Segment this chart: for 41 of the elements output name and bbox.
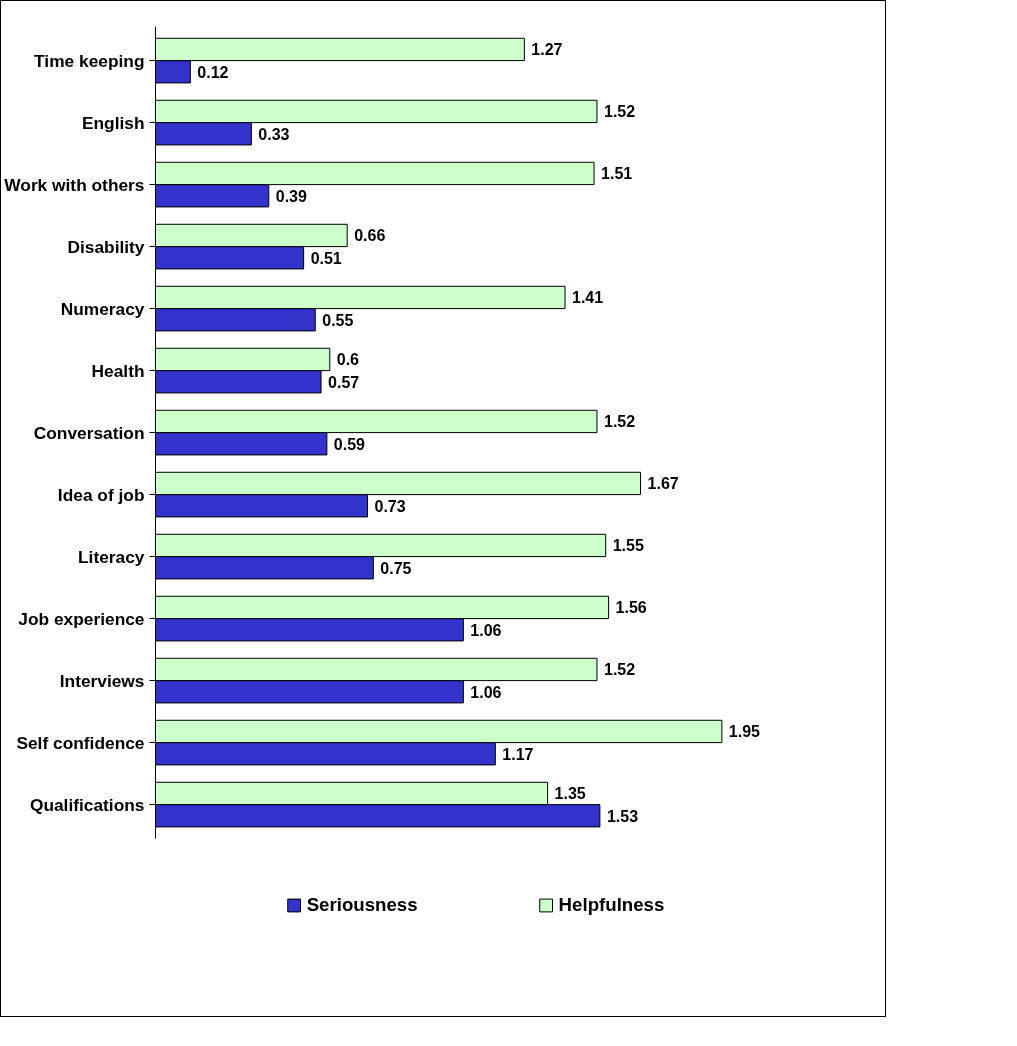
data-label: 1.55 (612, 537, 644, 555)
data-label: 1.41 (572, 289, 604, 307)
y-tick-label: Literacy (78, 546, 145, 567)
data-label: 1.67 (647, 475, 679, 493)
y-tick-label: Time keeping (34, 50, 145, 71)
data-label: 0.51 (310, 249, 342, 267)
y-tick-label: Idea of job (57, 484, 145, 505)
data-label: 0.57 (328, 373, 360, 391)
y-tick-label: Health (91, 360, 145, 381)
y-tick-label: Work with others (4, 174, 145, 195)
data-label: 1.95 (728, 723, 761, 741)
y-tick-label: Qualifications (29, 794, 145, 815)
data-label: 0.66 (354, 227, 386, 245)
data-label: 1.56 (615, 599, 647, 617)
legend-label: Seriousness (306, 894, 418, 916)
data-label: 0.12 (197, 63, 229, 81)
data-label: 0.33 (258, 125, 290, 143)
data-label: 0.55 (322, 311, 354, 329)
data-label: 1.53 (606, 807, 639, 825)
y-tick-label: Job experience (18, 608, 145, 629)
data-label: 1.35 (554, 785, 586, 803)
data-label: 1.06 (470, 683, 502, 701)
y-tick-label: Numeracy (60, 298, 145, 319)
y-tick-label: Interviews (59, 670, 145, 691)
data-label: 1.06 (470, 621, 502, 639)
y-tick-label: English (81, 112, 145, 133)
data-label: 1.52 (603, 103, 636, 121)
data-label: 0.75 (380, 559, 412, 577)
data-label: 1.52 (603, 413, 636, 431)
data-label: 1.52 (603, 661, 636, 679)
data-label: 1.51 (601, 165, 633, 183)
data-label: 0.73 (374, 497, 406, 515)
y-tick-label: Conversation (33, 422, 145, 443)
data-label: 1.17 (502, 745, 534, 763)
y-tick-label: Disability (67, 236, 145, 257)
data-label: 0.6 (336, 351, 360, 369)
y-tick-label: Self confidence (16, 732, 145, 753)
legend-label: Helpfulness (558, 894, 665, 916)
data-label: 1.27 (531, 41, 563, 59)
data-label: 0.39 (275, 187, 308, 205)
data-label: 0.59 (333, 435, 366, 453)
